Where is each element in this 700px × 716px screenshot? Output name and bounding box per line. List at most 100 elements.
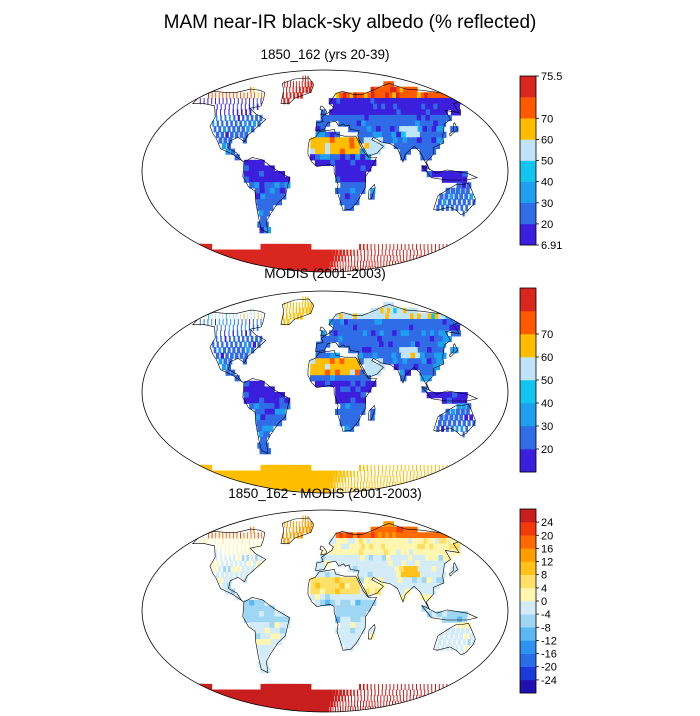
coast-africa xyxy=(307,569,377,651)
colorbar-segment xyxy=(520,522,536,536)
figure-title: MAM near-IR black-sky albedo (% reflecte… xyxy=(163,12,537,33)
panel-3-title: 1850_162 - MODIS (2001-2003) xyxy=(228,486,422,501)
panel-2-title: MODIS (2001-2003) xyxy=(264,266,386,281)
panel-2-colorbar: 20 30 40 50 60 70 xyxy=(519,287,553,473)
colorbar-label: 30 xyxy=(541,198,553,210)
colorbar-label: 12 xyxy=(541,557,553,569)
land-cells xyxy=(188,515,476,712)
colorbar-segment xyxy=(520,288,536,312)
coastlines xyxy=(191,298,479,455)
colorbar-label: -16 xyxy=(541,649,557,661)
coast-africa xyxy=(307,129,377,211)
coast-australia xyxy=(433,182,476,216)
colorbar-segment xyxy=(520,202,536,225)
colorbar-label: 24 xyxy=(541,517,553,529)
colorbar-label: 8 xyxy=(541,570,547,582)
colorbar-label: 30 xyxy=(541,421,553,433)
coast-greenland xyxy=(280,77,315,105)
colorbar-segment xyxy=(520,666,536,681)
colorbar-segment xyxy=(520,223,536,246)
colorbar-label: 16 xyxy=(541,543,553,555)
colorbar-label: 0 xyxy=(541,596,547,608)
colorbar-segment xyxy=(520,118,536,140)
coast-uk xyxy=(319,545,328,556)
coast-south-america xyxy=(242,157,290,234)
coast-eurasia xyxy=(315,304,464,392)
coast-north-america xyxy=(191,88,267,163)
colorbar-segment xyxy=(520,614,536,628)
coast-indonesia xyxy=(421,386,479,402)
land-cells xyxy=(188,75,476,272)
colorbar-segment xyxy=(520,627,536,641)
coastlines xyxy=(191,77,479,234)
colorbar-segment xyxy=(520,181,536,203)
colorbar-segment xyxy=(520,640,536,654)
colorbar-label: 75.5 xyxy=(541,71,562,83)
coast-greenland xyxy=(280,298,315,326)
coast-indonesia xyxy=(421,165,479,181)
colorbar-label: 50 xyxy=(541,156,553,168)
coast-uk xyxy=(319,105,328,116)
colorbar-segment xyxy=(520,76,536,98)
coast-japan xyxy=(449,562,459,577)
colorbar-segment xyxy=(520,548,536,562)
colorbar-segment xyxy=(520,311,536,335)
colorbar-label: 20 xyxy=(541,530,553,542)
colorbar-label: -8 xyxy=(541,622,551,634)
panel-1-map xyxy=(141,69,509,273)
colorbar-segment xyxy=(520,403,536,427)
panel-1-colorbar: 6.91 20 30 40 50 60 70 75.5 xyxy=(519,71,562,252)
panel-2-map xyxy=(141,290,509,494)
coast-uk xyxy=(319,326,328,337)
colorbar-segment xyxy=(520,334,536,358)
coast-japan xyxy=(449,343,459,358)
coast-indonesia xyxy=(421,605,479,621)
coast-madagascar xyxy=(367,404,376,421)
colorbar-label: 20 xyxy=(541,219,553,231)
colorbar-label: 4 xyxy=(541,583,547,595)
colorbar-label: 70 xyxy=(541,113,553,125)
colorbar-segment xyxy=(520,535,536,549)
colorbar-segment xyxy=(520,574,536,589)
panel-1-title: 1850_162 (yrs 20-39) xyxy=(260,47,390,62)
colorbar-label: 60 xyxy=(541,352,553,364)
colorbar-segment xyxy=(520,587,536,602)
colorbar-segment xyxy=(520,139,536,161)
colorbar-segment xyxy=(520,509,536,523)
coast-eurasia xyxy=(315,83,464,171)
coast-eurasia xyxy=(315,523,464,611)
coast-south-america xyxy=(242,378,290,455)
colorbar-segment xyxy=(520,380,536,404)
colorbar-label: -24 xyxy=(541,675,557,687)
coast-greenland xyxy=(280,517,315,545)
colorbar-label: 70 xyxy=(541,329,553,341)
colorbar-segment xyxy=(520,601,536,615)
colorbar-label: 50 xyxy=(541,375,553,387)
colorbar-segment xyxy=(520,561,536,575)
colorbar-segment xyxy=(520,97,536,119)
land-cells xyxy=(188,296,476,493)
coast-madagascar xyxy=(367,623,376,640)
map-border xyxy=(141,290,509,494)
coast-madagascar xyxy=(367,183,376,200)
colorbar-segment xyxy=(520,426,536,450)
coast-australia xyxy=(433,622,476,656)
coast-south-america xyxy=(242,597,290,674)
colorbar-label: 60 xyxy=(541,134,553,146)
colorbar-label: 40 xyxy=(541,177,553,189)
coast-africa xyxy=(307,350,377,432)
map-border xyxy=(141,69,509,273)
colorbar-segment xyxy=(520,449,536,473)
coastlines xyxy=(191,517,479,674)
coast-japan xyxy=(449,122,459,137)
colorbar-label: 20 xyxy=(541,444,553,456)
coast-north-america xyxy=(191,528,267,603)
colorbar-segment xyxy=(520,357,536,381)
colorbar-segment xyxy=(520,679,536,694)
colorbar-label: 6.91 xyxy=(541,240,562,252)
colorbar-label: 40 xyxy=(541,398,553,410)
colorbar-segment xyxy=(520,160,536,182)
coast-australia xyxy=(433,403,476,437)
colorbar-label: -12 xyxy=(541,635,557,647)
